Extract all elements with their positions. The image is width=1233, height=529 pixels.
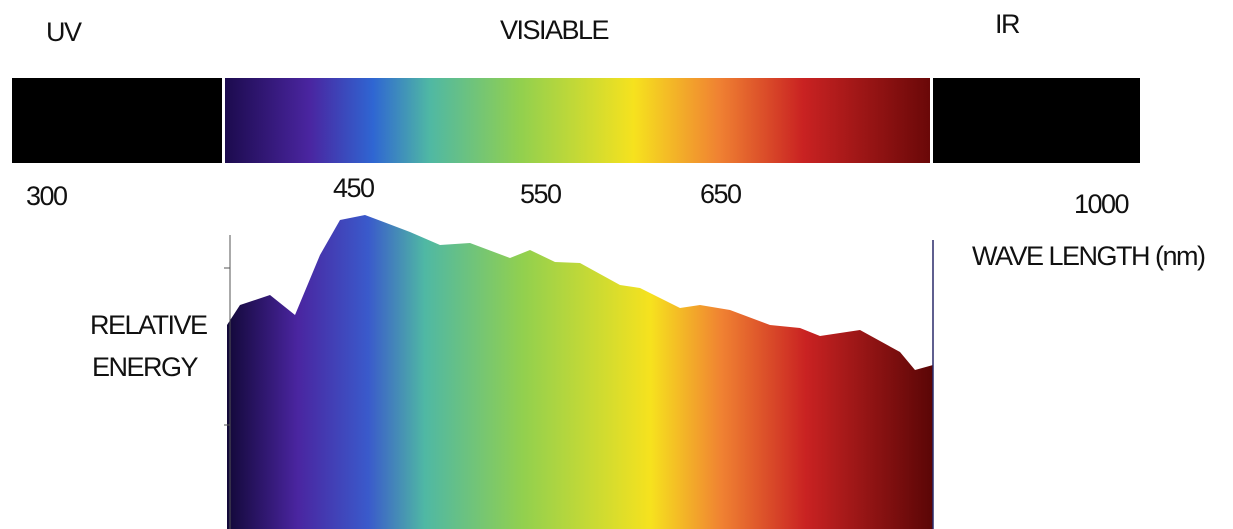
ir-band <box>933 78 1140 163</box>
energy-curve <box>227 215 933 529</box>
wavelength-label: 650 <box>700 179 741 209</box>
visible-label: VISIABLE <box>500 15 609 45</box>
uv-band <box>12 78 222 163</box>
y-axis-label: RELATIVE <box>90 310 207 340</box>
wavelength-label: 1000 <box>1074 189 1129 219</box>
y-axis-label: ENERGY <box>92 352 199 382</box>
wavelength-label: 550 <box>520 179 561 209</box>
uv-label: UV <box>46 17 82 47</box>
wavelength-label: 300 <box>26 181 67 211</box>
visible-band <box>225 78 930 163</box>
wavelength-label: 450 <box>333 173 374 203</box>
x-axis-label: WAVE LENGTH (nm) <box>972 241 1205 271</box>
ir-label: IR <box>995 9 1020 39</box>
